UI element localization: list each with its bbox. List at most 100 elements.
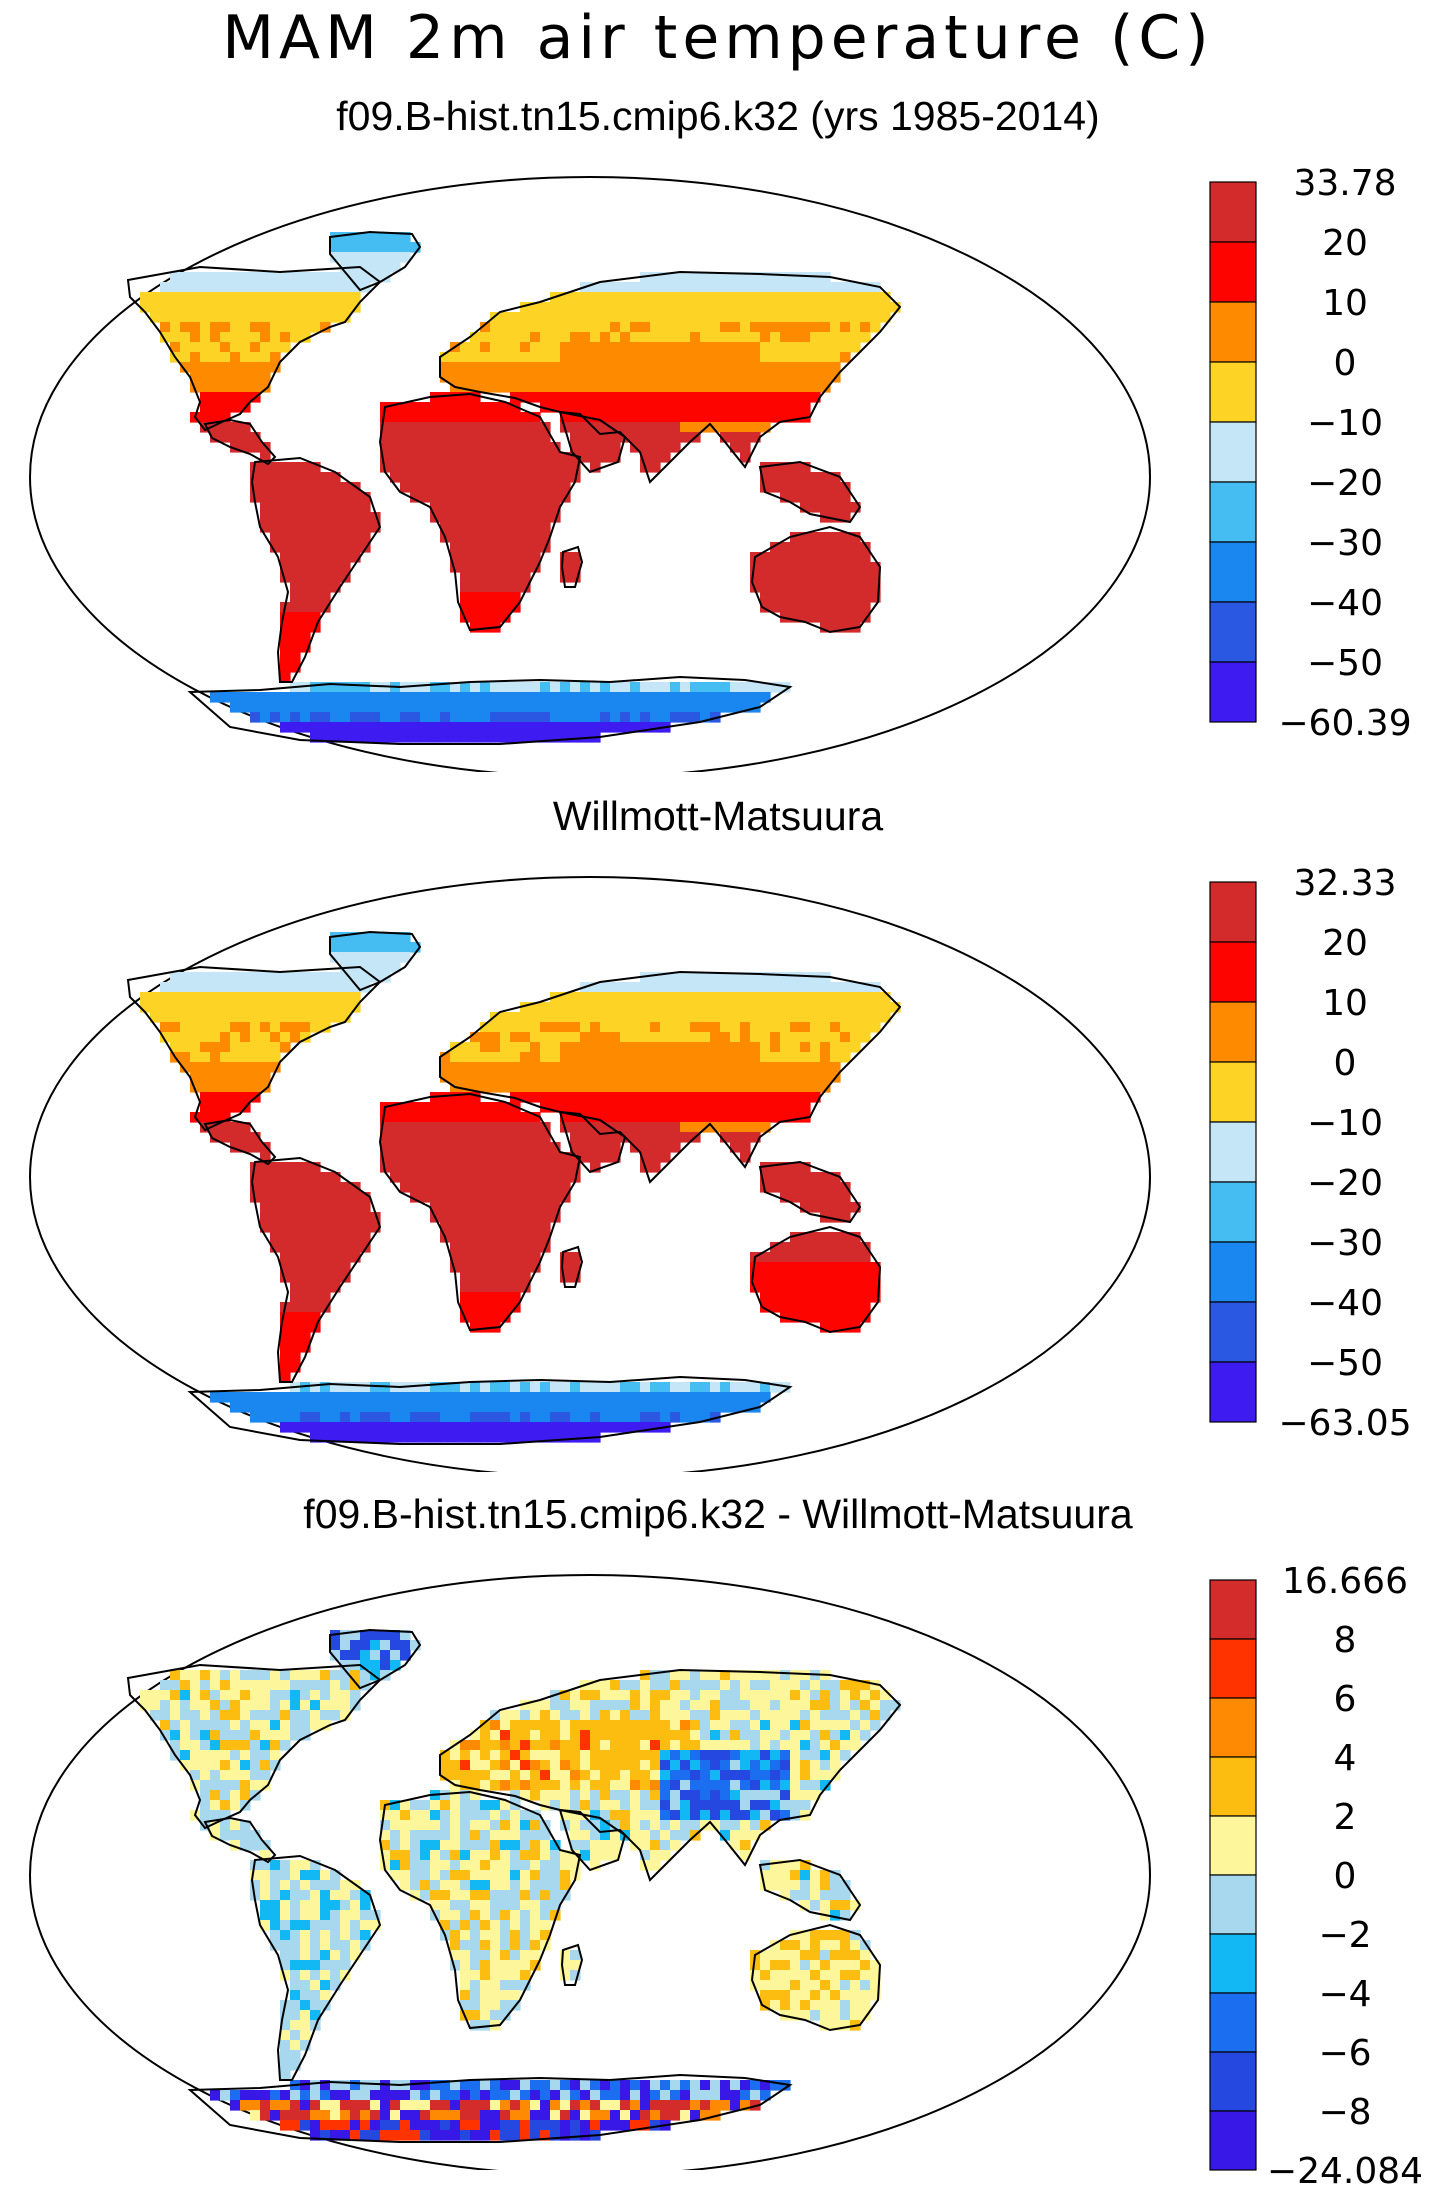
- grid-cell: [240, 302, 251, 313]
- grid-cell: [380, 242, 391, 253]
- grid-cell: [210, 982, 221, 993]
- grid-cell: [320, 552, 331, 563]
- grid-cell: [830, 492, 841, 503]
- grid-cell: [490, 1142, 501, 1153]
- grid-cell: [670, 992, 681, 1003]
- grid-cell: [530, 1152, 541, 1163]
- grid-cell: [310, 1212, 321, 1223]
- grid-cell: [660, 362, 671, 373]
- grid-cell: [830, 592, 841, 603]
- grid-cell: [820, 472, 831, 483]
- grid-cell: [830, 1042, 841, 1053]
- grid-cell: [420, 1132, 431, 1143]
- grid-cell: [670, 1680, 681, 1691]
- grid-cell: [480, 402, 491, 413]
- grid-cell: [500, 422, 511, 433]
- grid-cell: [450, 1910, 461, 1921]
- grid-cell: [300, 592, 311, 603]
- grid-cell: [440, 1750, 451, 1761]
- grid-cell: [730, 302, 741, 313]
- grid-cell: [560, 1720, 571, 1731]
- grid-cell: [180, 1062, 191, 1073]
- grid-cell: [570, 442, 581, 453]
- grid-cell: [480, 482, 491, 493]
- panel-title: f09.B-hist.tn15.cmip6.k32 - Willmott-Mat…: [303, 1491, 1133, 1537]
- grid-cell: [820, 1760, 831, 1771]
- grid-cell: [740, 1002, 751, 1013]
- grid-cell: [650, 1062, 661, 1073]
- grid-cell: [830, 1232, 841, 1243]
- grid-cell: [630, 292, 641, 303]
- grid-cell: [190, 1032, 201, 1043]
- grid-cell: [240, 422, 251, 433]
- grid-cell: [700, 1710, 711, 1721]
- grid-cell: [600, 1142, 611, 1153]
- grid-cell: [320, 282, 331, 293]
- grid-cell: [760, 1262, 771, 1273]
- grid-cell: [520, 1382, 531, 1393]
- grid-cell: [300, 2000, 311, 2011]
- grid-cell: [670, 1730, 681, 1741]
- grid-cell: [810, 502, 821, 513]
- grid-cell: [600, 1820, 611, 1831]
- grid-cell: [170, 992, 181, 1003]
- grid-cell: [310, 2010, 321, 2021]
- grid-cell: [610, 1102, 621, 1113]
- grid-cell: [290, 1192, 301, 1203]
- grid-cell: [310, 302, 321, 313]
- grid-cell: [870, 322, 881, 333]
- grid-cell: [340, 1690, 351, 1701]
- grid-cell: [170, 312, 181, 323]
- grid-cell: [220, 1710, 231, 1721]
- grid-cell: [670, 1820, 681, 1831]
- grid-cell: [510, 1730, 521, 1741]
- grid-cell: [310, 1960, 321, 1971]
- grid-cell: [640, 1152, 651, 1163]
- grid-cell: [810, 2010, 821, 2021]
- grid-cell: [800, 972, 811, 983]
- grid-cell: [600, 712, 611, 723]
- grid-cell: [250, 362, 261, 373]
- grid-cell: [340, 482, 351, 493]
- grid-cell: [700, 282, 711, 293]
- grid-cell: [310, 1312, 321, 1323]
- grid-cell: [540, 1880, 551, 1891]
- grid-cell: [240, 392, 251, 403]
- grid-cell: [260, 1680, 271, 1691]
- grid-cell: [430, 2090, 441, 2101]
- grid-cell: [800, 1740, 811, 1751]
- grid-cell: [400, 1412, 411, 1423]
- grid-cell: [460, 572, 471, 583]
- grid-cell: [570, 1820, 581, 1831]
- grid-cell: [840, 1950, 851, 1961]
- grid-cell: [850, 582, 861, 593]
- grid-cell: [220, 1730, 231, 1741]
- grid-cell: [310, 1910, 321, 1921]
- grid-cell: [380, 1840, 391, 1851]
- grid-cell: [200, 1820, 211, 1831]
- grid-cell: [520, 1112, 531, 1123]
- grid-cell: [690, 1072, 701, 1083]
- grid-cell: [460, 1880, 471, 1891]
- grid-cell: [630, 1062, 641, 1073]
- grid-cell: [510, 522, 521, 533]
- panel-difference: f09.B-hist.tn15.cmip6.k32 - Willmott-Mat…: [0, 1490, 1436, 2190]
- grid-cell: [730, 2090, 741, 2101]
- grid-cell: [210, 392, 221, 403]
- grid-cell: [460, 1422, 471, 1433]
- grid-cell: [810, 1750, 821, 1761]
- grid-cell: [280, 1002, 291, 1013]
- grid-cell: [370, 1382, 381, 1393]
- grid-cell: [320, 1960, 331, 1971]
- grid-cell: [550, 1152, 561, 1163]
- grid-cell: [670, 1112, 681, 1123]
- grid-cell: [700, 1032, 711, 1043]
- grid-cell: [520, 1222, 531, 1233]
- grid-cell: [570, 722, 581, 733]
- grid-cell: [590, 1162, 601, 1173]
- grid-cell: [520, 1700, 531, 1711]
- grid-cell: [500, 1302, 511, 1313]
- grid-cell: [660, 1800, 671, 1811]
- madagascar-outline: [560, 1245, 584, 1288]
- grid-cell: [480, 1062, 491, 1073]
